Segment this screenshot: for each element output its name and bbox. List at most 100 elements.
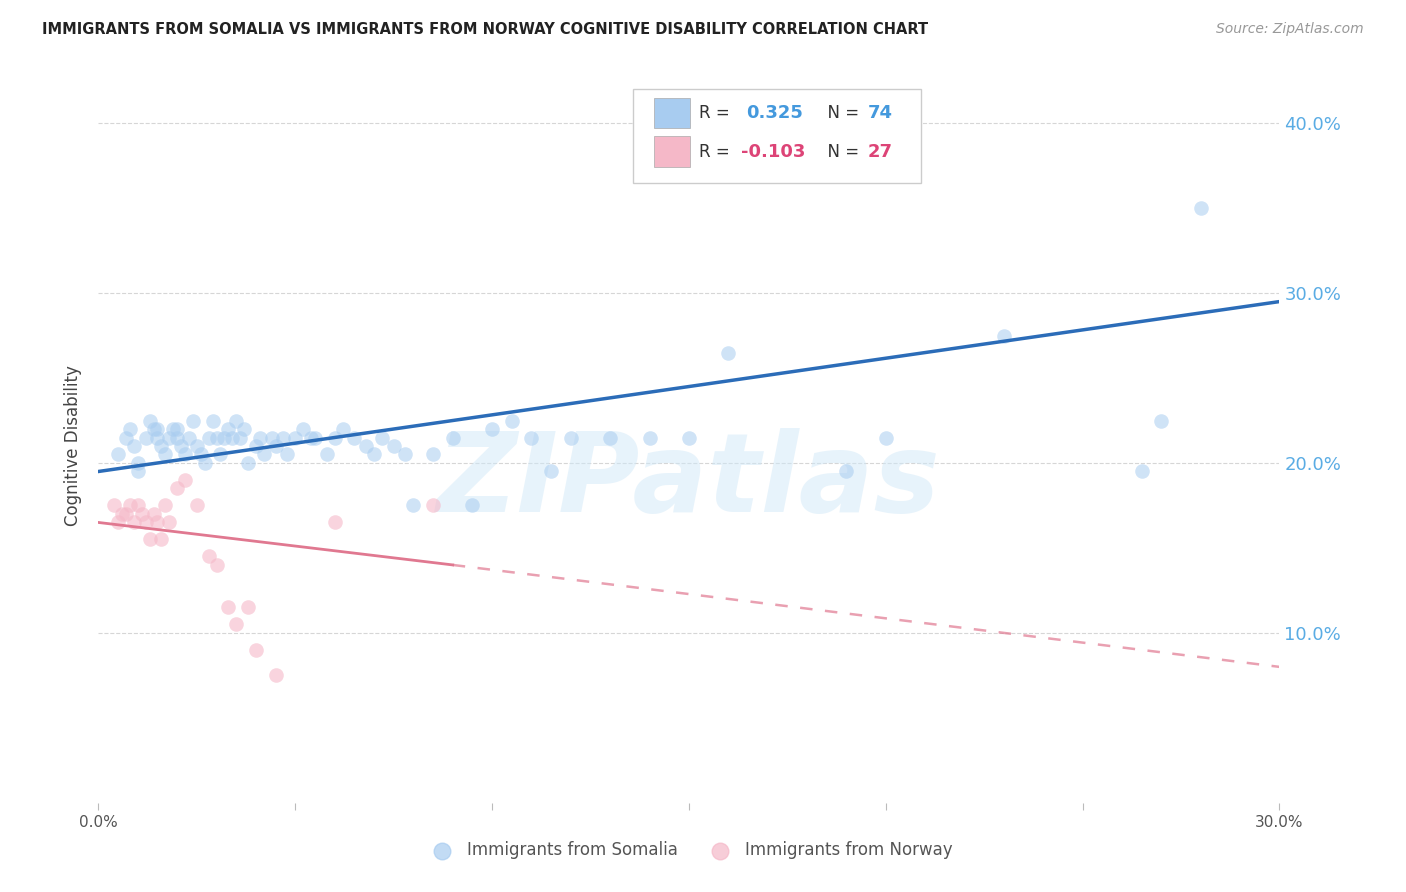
Point xyxy=(150,439,173,453)
Point xyxy=(233,422,256,436)
Point xyxy=(142,507,165,521)
Point xyxy=(122,516,145,530)
Point xyxy=(107,448,129,462)
Point xyxy=(197,549,219,564)
Point xyxy=(343,430,366,444)
Point xyxy=(253,448,276,462)
Y-axis label: Cognitive Disability: Cognitive Disability xyxy=(65,366,83,526)
Point xyxy=(264,439,287,453)
Point xyxy=(155,448,177,462)
Text: R =: R = xyxy=(699,143,735,161)
Point xyxy=(118,499,141,513)
Point xyxy=(221,430,243,444)
Text: R =: R = xyxy=(699,104,740,122)
Point xyxy=(217,422,239,436)
Point xyxy=(225,617,247,632)
Text: 74: 74 xyxy=(868,104,893,122)
Point xyxy=(284,430,307,444)
Point xyxy=(197,430,219,444)
Point xyxy=(177,430,200,444)
Point xyxy=(332,422,354,436)
Point xyxy=(323,430,346,444)
Point xyxy=(122,439,145,453)
Point xyxy=(1189,201,1212,215)
Point xyxy=(315,448,337,462)
Point xyxy=(540,465,562,479)
Point xyxy=(111,507,134,521)
Point xyxy=(520,430,543,444)
Point xyxy=(150,533,173,547)
Point xyxy=(560,430,582,444)
Point xyxy=(422,448,444,462)
Point xyxy=(146,516,169,530)
Point xyxy=(127,499,149,513)
Point xyxy=(174,473,197,487)
Point xyxy=(174,448,197,462)
Point xyxy=(717,345,740,359)
Point xyxy=(323,516,346,530)
Point xyxy=(205,430,228,444)
Point xyxy=(138,413,160,427)
Point xyxy=(273,430,295,444)
Text: N =: N = xyxy=(817,143,865,161)
Point xyxy=(229,430,252,444)
Point xyxy=(115,430,138,444)
Point xyxy=(382,439,405,453)
Point xyxy=(501,413,523,427)
Point xyxy=(678,430,700,444)
Point xyxy=(875,430,897,444)
Point xyxy=(394,448,416,462)
Point xyxy=(103,499,125,513)
Point xyxy=(371,430,394,444)
Text: ZIPatlas: ZIPatlas xyxy=(437,428,941,535)
Point xyxy=(993,328,1015,343)
Point xyxy=(201,413,224,427)
Point xyxy=(299,430,322,444)
Point xyxy=(835,465,858,479)
Point xyxy=(186,439,208,453)
Point xyxy=(186,499,208,513)
Point xyxy=(599,430,621,444)
Point xyxy=(292,422,315,436)
Point xyxy=(354,439,377,453)
Point xyxy=(205,558,228,572)
Point xyxy=(127,456,149,470)
Point xyxy=(461,499,484,513)
Point xyxy=(236,456,259,470)
Point xyxy=(264,668,287,682)
Point xyxy=(166,430,188,444)
Point xyxy=(1130,465,1153,479)
Text: -0.103: -0.103 xyxy=(741,143,806,161)
Point xyxy=(107,516,129,530)
Point xyxy=(481,422,503,436)
Point xyxy=(209,448,232,462)
Point xyxy=(236,600,259,615)
Point xyxy=(146,422,169,436)
Point xyxy=(146,430,169,444)
Point xyxy=(245,643,267,657)
Point xyxy=(118,422,141,436)
Point xyxy=(142,422,165,436)
Point xyxy=(127,465,149,479)
Point xyxy=(131,507,153,521)
Text: 0.325: 0.325 xyxy=(747,104,803,122)
Point xyxy=(249,430,271,444)
Point xyxy=(1150,413,1173,427)
Legend: Immigrants from Somalia, Immigrants from Norway: Immigrants from Somalia, Immigrants from… xyxy=(419,835,959,866)
Point xyxy=(135,516,157,530)
Text: IMMIGRANTS FROM SOMALIA VS IMMIGRANTS FROM NORWAY COGNITIVE DISABILITY CORRELATI: IMMIGRANTS FROM SOMALIA VS IMMIGRANTS FR… xyxy=(42,22,928,37)
Point xyxy=(245,439,267,453)
Point xyxy=(260,430,283,444)
Point xyxy=(157,430,180,444)
Point xyxy=(115,507,138,521)
Point xyxy=(638,430,661,444)
Point xyxy=(166,482,188,496)
Point xyxy=(138,533,160,547)
Point xyxy=(402,499,425,513)
Point xyxy=(135,430,157,444)
Text: N =: N = xyxy=(817,104,865,122)
Point xyxy=(217,600,239,615)
Point xyxy=(194,456,217,470)
Point xyxy=(170,439,193,453)
Point xyxy=(441,430,464,444)
